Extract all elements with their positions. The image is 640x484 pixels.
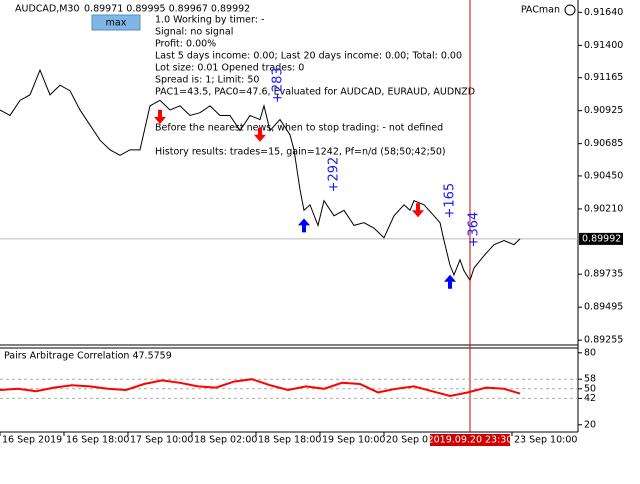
y-tick-label: 0.91400 — [584, 40, 623, 51]
y-tick-label: 0.89495 — [584, 302, 623, 313]
sell-arrow — [254, 127, 266, 142]
x-tick-label: 18 Sep 02:00 — [194, 435, 257, 446]
last-price-box — [579, 232, 623, 245]
y-tick-label: 42 — [584, 393, 596, 404]
series-line — [0, 378, 521, 398]
y-tick-label: 0.90925 — [584, 105, 623, 116]
y-tick-label: 0.90450 — [584, 170, 623, 181]
x-tick-label: 20 Sep 02:00 — [386, 435, 449, 446]
buy-arrow — [444, 274, 456, 289]
info-line: Profit: 0.00% — [155, 39, 216, 50]
profit-annotation: +165 — [443, 183, 458, 219]
sell-arrow — [154, 109, 166, 124]
y-tick-label: 0.91165 — [584, 72, 623, 83]
max-button-label[interactable]: max — [106, 18, 127, 29]
x-tick-label: 17 Sep 10:00 — [130, 435, 193, 446]
quote: 0.89971 0.89995 0.89967 0.89992 — [84, 4, 250, 15]
x-tick-label: 19 Sep 10:00 — [322, 435, 385, 446]
symbol: AUDCAD,M30 — [15, 4, 80, 15]
y-tick-label: 20 — [584, 419, 596, 430]
y-tick-label: 0.89735 — [584, 269, 623, 280]
series-line — [0, 68, 521, 282]
info-line: 1.0 Working by timer: - — [155, 15, 264, 26]
last-price-label: 0.89992 — [582, 233, 621, 244]
y-tick-label: 0.90685 — [584, 138, 623, 149]
x-tick-label: 16 Sep 18:00 — [66, 435, 129, 446]
y-tick-label: 0.91640 — [584, 7, 623, 18]
cursor-label: 2019.09.20 23:30 — [428, 435, 513, 446]
x-tick-label: 23 Sep 10:00 — [514, 435, 577, 446]
y-tick-label: 58 — [584, 374, 596, 385]
max-button[interactable] — [91, 14, 141, 31]
y-tick-label: 50 — [584, 383, 596, 394]
info-line: Spread is: 1; Limit: 50 — [155, 75, 259, 86]
smiley-icon — [564, 4, 576, 16]
sell-arrow — [412, 203, 424, 218]
info-line: Before the nearest news, when to stop tr… — [155, 123, 443, 134]
info-line: PAC1=43.5, PAC0=47.6, Evaluated for AUDC… — [155, 87, 475, 98]
y-tick-label: 80 — [584, 347, 596, 358]
y-tick-label: 0.89255 — [584, 335, 623, 346]
x-tick-label: 16 Sep 2019 — [2, 435, 62, 446]
cursor-box — [430, 434, 510, 446]
x-tick-label: 18 Sep 18:00 — [258, 435, 321, 446]
info-line: Signal: no signal — [155, 27, 233, 38]
buy-arrow — [298, 218, 310, 233]
brand: PACman — [521, 5, 560, 16]
profit-annotation: +283 — [271, 67, 286, 103]
info-line: History results: trades=15, gain=1242, P… — [155, 147, 446, 158]
profit-annotation: +364 — [467, 212, 482, 248]
y-tick-label: 0.90210 — [584, 203, 623, 214]
info-line: Last 5 days income: 0.00; Last 20 days i… — [155, 51, 462, 62]
profit-annotation: +292 — [327, 157, 342, 193]
info-line: Lot size: 0.01 Opened trades: 0 — [155, 63, 304, 74]
indicator-title: Pairs Arbitrage Correlation 47.5759 — [4, 351, 172, 362]
